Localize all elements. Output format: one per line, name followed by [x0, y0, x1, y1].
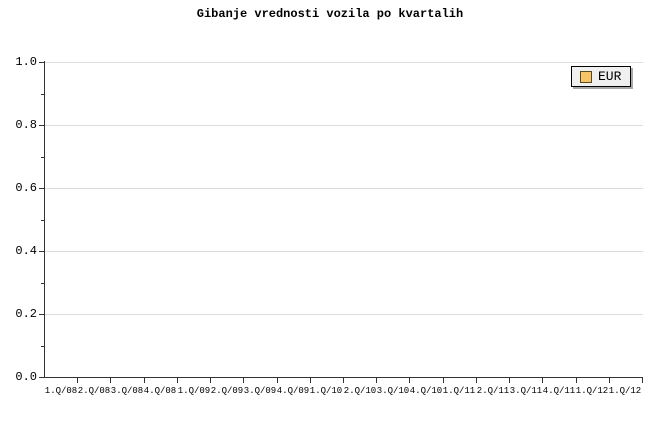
y-major-tick: [39, 251, 44, 252]
chart-title: Gibanje vrednosti vozila po kvartalih: [196, 7, 464, 21]
legend-swatch-eur-icon: [580, 70, 592, 83]
x-tick-label: 2.Q/09: [210, 386, 244, 396]
gridline: [45, 251, 643, 252]
x-tick: [476, 378, 477, 383]
x-tick: [609, 378, 610, 383]
x-tick-label: 1.Q/12: [608, 386, 642, 396]
x-tick: [243, 378, 244, 383]
gridline: [45, 314, 643, 315]
y-tick-label: 0.8: [15, 118, 37, 132]
y-tick-label: 0.0: [15, 370, 37, 384]
x-tick: [144, 378, 145, 383]
y-minor-tick: [41, 346, 44, 347]
y-tick-label: 0.2: [15, 307, 37, 321]
x-tick-label: 3.Q/10: [376, 386, 410, 396]
x-tick: [177, 378, 178, 383]
y-tick-label: 1.0: [15, 55, 37, 69]
y-minor-tick: [41, 157, 44, 158]
x-tick: [110, 378, 111, 383]
x-tick-label: 1.Q/11: [442, 386, 476, 396]
x-tick-label: 4.Q/08: [143, 386, 177, 396]
gridline: [45, 125, 643, 126]
x-tick-label: 4.Q/11: [542, 386, 576, 396]
x-tick: [642, 378, 643, 383]
y-major-tick: [39, 62, 44, 63]
legend: EUR: [571, 66, 632, 87]
x-tick-label: 3.Q/09: [243, 386, 277, 396]
y-tick-label: 0.4: [15, 244, 37, 258]
x-tick-label: 3.Q/11: [509, 386, 543, 396]
x-axis-line: [39, 377, 643, 378]
x-tick-label: 2.Q/11: [476, 386, 510, 396]
x-tick: [210, 378, 211, 383]
x-tick: [310, 378, 311, 383]
y-major-tick: [39, 125, 44, 126]
x-tick: [542, 378, 543, 383]
x-tick-label: 2.Q/08: [77, 386, 111, 396]
x-tick-label: 1.Q/09: [177, 386, 211, 396]
x-tick: [277, 378, 278, 383]
x-tick: [509, 378, 510, 383]
x-tick-label: 1.Q/10: [309, 386, 343, 396]
y-minor-tick: [41, 283, 44, 284]
x-tick-label: 1.Q/12: [575, 386, 609, 396]
y-axis-line: [44, 61, 45, 378]
x-tick-label: 1.Q/08: [44, 386, 78, 396]
x-tick: [409, 378, 410, 383]
y-tick-label: 0.6: [15, 181, 37, 195]
y-major-tick: [39, 377, 44, 378]
gridline: [45, 188, 643, 189]
legend-series-label: EUR: [598, 69, 622, 84]
gridline: [45, 62, 643, 63]
x-tick-label: 3.Q/08: [110, 386, 144, 396]
y-major-tick: [39, 314, 44, 315]
x-tick: [343, 378, 344, 383]
x-tick: [576, 378, 577, 383]
x-tick-label: 2.Q/10: [343, 386, 377, 396]
x-tick-label: 4.Q/09: [276, 386, 310, 396]
x-tick: [77, 378, 78, 383]
y-minor-tick: [41, 220, 44, 221]
y-major-tick: [39, 188, 44, 189]
y-minor-tick: [41, 94, 44, 95]
x-tick: [376, 378, 377, 383]
x-tick: [443, 378, 444, 383]
x-tick-label: 4.Q/10: [409, 386, 443, 396]
